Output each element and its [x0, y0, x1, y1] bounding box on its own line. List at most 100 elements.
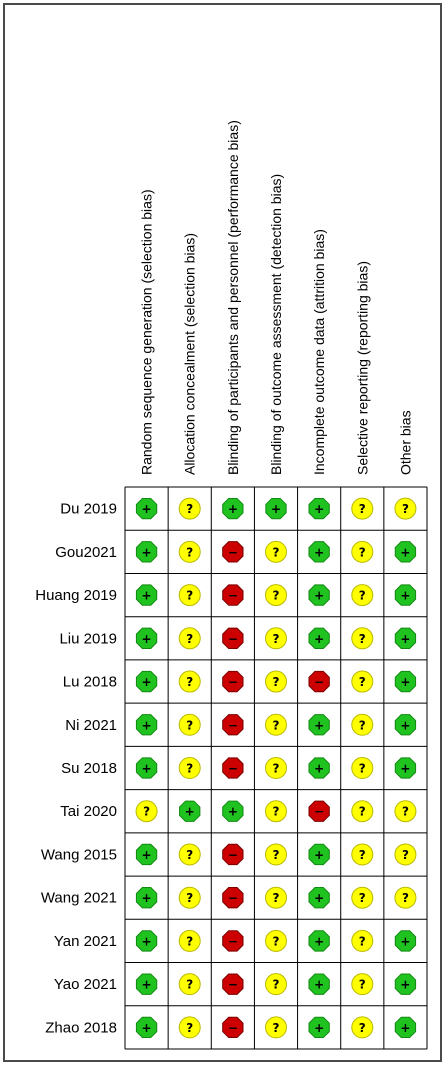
- rating-symbol: +: [314, 589, 324, 603]
- rating-cell-unclear: ?: [351, 584, 374, 607]
- rating-symbol: ?: [359, 675, 366, 689]
- rating-symbol: +: [314, 502, 324, 516]
- rating-cell-low: +: [135, 670, 158, 693]
- rating-symbol: ?: [359, 934, 366, 948]
- rating-symbol: ?: [273, 632, 280, 646]
- rating-cell-high: −: [222, 930, 244, 952]
- unclear-risk-mark: [351, 843, 374, 866]
- rating-symbol: ?: [273, 718, 280, 732]
- rating-symbol: ?: [273, 934, 280, 948]
- rating-symbol: ?: [359, 978, 366, 992]
- rating-symbol: +: [228, 502, 238, 516]
- rating-symbol: +: [400, 718, 410, 732]
- rating-cell-unclear: ?: [351, 1016, 374, 1039]
- rating-symbol: −: [228, 718, 238, 732]
- rating-symbol: −: [228, 848, 238, 862]
- unclear-risk-mark: [178, 757, 201, 779]
- high-risk-mark: [308, 800, 330, 822]
- rating-symbol: +: [314, 891, 324, 905]
- low-risk-mark: [308, 714, 330, 736]
- rating-symbol: ?: [402, 502, 409, 516]
- study-label: Yao 2021: [54, 976, 117, 993]
- unclear-risk-mark: [265, 540, 287, 563]
- rating-symbol: +: [142, 675, 152, 689]
- unclear-risk-mark: [178, 627, 201, 650]
- unclear-risk-mark: [394, 800, 417, 823]
- rating-symbol: +: [271, 502, 281, 516]
- rating-cell-low: +: [222, 800, 244, 822]
- rating-cell-high: −: [222, 670, 244, 693]
- rating-symbol: ?: [186, 502, 193, 516]
- rating-symbol: +: [314, 1021, 324, 1035]
- rating-symbol: +: [142, 891, 152, 905]
- rating-symbol: ?: [273, 589, 280, 603]
- low-risk-mark: [135, 584, 158, 606]
- rating-cell-unclear: ?: [178, 929, 201, 952]
- unclear-risk-mark: [265, 843, 287, 866]
- rating-symbol: ?: [186, 1021, 193, 1035]
- low-risk-mark: [135, 1016, 158, 1039]
- rating-symbol: ?: [186, 934, 193, 948]
- rating-cell-low: +: [222, 497, 244, 520]
- rating-cell-unclear: ?: [178, 757, 201, 779]
- unclear-risk-mark: [178, 497, 201, 520]
- rating-cell-unclear: ?: [178, 497, 201, 520]
- rating-symbol: ?: [273, 675, 280, 689]
- study-label: Su 2018: [61, 760, 117, 777]
- low-risk-mark: [135, 973, 158, 995]
- unclear-risk-mark: [265, 800, 287, 823]
- high-risk-mark: [222, 627, 244, 649]
- low-risk-mark: [394, 973, 417, 995]
- unclear-risk-mark: [265, 627, 287, 650]
- unclear-risk-mark: [178, 843, 201, 866]
- rating-cell-unclear: ?: [178, 886, 201, 909]
- low-risk-mark: [394, 584, 417, 606]
- rating-symbol: ?: [186, 718, 193, 732]
- unclear-risk-mark: [394, 843, 417, 866]
- unclear-risk-mark: [265, 973, 287, 996]
- rating-symbol: +: [142, 978, 152, 992]
- low-risk-mark: [308, 584, 330, 606]
- rating-cell-unclear: ?: [351, 757, 374, 779]
- rating-cell-low: +: [135, 497, 158, 520]
- rating-symbol: ?: [359, 545, 366, 559]
- rating-cell-low: +: [308, 973, 330, 995]
- unclear-risk-mark: [351, 1016, 374, 1039]
- rating-cell-unclear: ?: [265, 886, 287, 909]
- high-risk-mark: [222, 887, 244, 909]
- rating-symbol: ?: [186, 589, 193, 603]
- rating-symbol: +: [314, 545, 324, 559]
- rating-symbol: ?: [273, 978, 280, 992]
- high-risk-mark: [308, 670, 330, 693]
- rating-symbol: −: [228, 545, 238, 559]
- unclear-risk-mark: [178, 1016, 201, 1039]
- low-risk-mark: [394, 627, 417, 649]
- rating-cell-unclear: ?: [351, 973, 374, 996]
- high-risk-mark: [222, 584, 244, 606]
- rating-symbol: −: [314, 675, 324, 689]
- rating-cell-low: +: [394, 973, 417, 995]
- rating-cell-unclear: ?: [265, 627, 287, 650]
- rating-cell-unclear: ?: [351, 670, 374, 693]
- rating-symbol: ?: [359, 848, 366, 862]
- low-risk-mark: [308, 930, 330, 952]
- rating-symbol: −: [228, 891, 238, 905]
- unclear-risk-mark: [178, 929, 201, 952]
- rating-cell-unclear: ?: [178, 627, 201, 650]
- rating-cell-unclear: ?: [178, 713, 201, 736]
- high-risk-mark: [222, 757, 244, 779]
- rating-cell-low: +: [135, 714, 158, 736]
- rating-symbol: ?: [359, 502, 366, 516]
- domain-label: Other bias: [397, 410, 413, 475]
- rating-cell-low: +: [135, 584, 158, 606]
- grid-lines: [124, 486, 428, 1050]
- rating-symbol: ?: [186, 891, 193, 905]
- high-risk-mark: [222, 541, 244, 563]
- rating-symbol: ?: [359, 718, 366, 732]
- rating-symbol: +: [142, 934, 152, 948]
- low-risk-mark: [135, 757, 158, 779]
- rating-symbol: +: [400, 675, 410, 689]
- rating-symbol: +: [400, 934, 410, 948]
- rating-cell-high: −: [222, 584, 244, 606]
- rating-symbol: ?: [186, 848, 193, 862]
